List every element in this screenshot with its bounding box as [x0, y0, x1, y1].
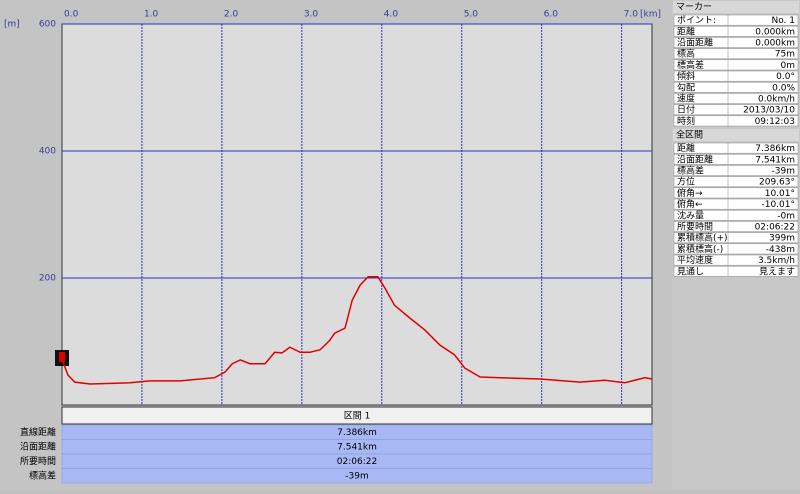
- y-tick-label: 400: [39, 147, 56, 157]
- panel-value: 0.0km/h: [758, 95, 795, 105]
- panel-value: 2013/03/10: [743, 106, 795, 116]
- panel-row: [673, 25, 799, 37]
- x-tick-label: 7.0: [624, 10, 639, 20]
- panel-label: ポイント:: [677, 15, 716, 26]
- section-label: 沿面距離: [20, 441, 56, 453]
- panel-value: -0m: [777, 211, 795, 221]
- panel-row: [673, 14, 799, 26]
- panel-label: 沿面距離: [677, 153, 713, 165]
- panel-value: 0m: [781, 61, 796, 71]
- section-label: 直線距離: [20, 426, 56, 438]
- panel-label: 所要時間: [677, 222, 713, 233]
- section-header: [61, 406, 653, 425]
- panel-label: 傾斜: [677, 70, 695, 82]
- panel-row: [673, 37, 799, 48]
- section-value: 7.541km: [337, 443, 377, 453]
- panel-label: 沈み量: [677, 209, 704, 221]
- panel-row: [673, 153, 799, 165]
- panel-label: 標高: [677, 48, 695, 60]
- panel-label: 方位: [677, 176, 695, 188]
- panel-label: 標高差: [677, 165, 704, 177]
- panel-value: 209.63°: [759, 178, 795, 188]
- panel-row: [673, 176, 799, 188]
- panel-row: [673, 254, 799, 266]
- panel-label: 標高差: [677, 59, 704, 71]
- section-label: 所要時間: [20, 456, 56, 467]
- panel-row: [673, 232, 799, 244]
- panel-value: 10.01°: [765, 189, 795, 199]
- x-tick-label: 4.0: [384, 10, 399, 20]
- x-tick-label: 1.0: [144, 10, 159, 20]
- panel-row: [673, 198, 799, 210]
- panel-value: 75m: [775, 50, 795, 60]
- panel-label: 速度: [677, 93, 695, 105]
- section-label: 標高差: [29, 470, 56, 482]
- panel-value: 0.0°: [776, 72, 795, 82]
- x-tick-label: 0.0: [64, 10, 79, 20]
- panel-value: 見えます: [759, 266, 795, 277]
- panel-value: 399m: [769, 234, 795, 244]
- panel-value: 0.0%: [772, 83, 795, 93]
- panel-label: 沿面距離: [677, 37, 713, 49]
- panel-label: 累積標高(+): [677, 232, 728, 244]
- x-tick-label: 5.0: [464, 10, 479, 20]
- panel-row: [673, 115, 799, 127]
- x-tick-label: 6.0: [544, 10, 559, 20]
- panel-row: [673, 104, 799, 116]
- y-axis-unit: [m]: [4, 20, 20, 30]
- panel-row: [673, 265, 799, 277]
- panel-label: 累積標高(-): [677, 243, 723, 255]
- section-value: 02:06:22: [337, 457, 377, 467]
- panel-label: 距離: [677, 25, 695, 37]
- panel-label: 俯角→: [677, 187, 703, 199]
- panel-value: -438m: [766, 245, 795, 255]
- panel-row: [673, 209, 799, 221]
- panel-row: [673, 142, 799, 154]
- panel-value: 7.386km: [755, 144, 795, 154]
- panel-header: [673, 129, 799, 141]
- panel-title: マーカー: [676, 2, 712, 13]
- panel-header: [673, 1, 799, 13]
- y-tick-label: 600: [39, 20, 56, 30]
- panel-label: 平均速度: [677, 254, 713, 266]
- panel-title: 全区間: [676, 129, 703, 141]
- panel-value: -39m: [772, 167, 795, 177]
- panel-value: 09:12:03: [755, 117, 795, 127]
- panel-value: No. 1: [771, 16, 795, 26]
- panel-label: 日付: [677, 105, 695, 116]
- panel-row: [673, 59, 799, 71]
- x-axis-unit: [km]: [640, 10, 661, 20]
- x-tick-label: 2.0: [224, 10, 239, 20]
- start-marker-figure: [59, 352, 65, 362]
- section-row: [61, 468, 653, 484]
- panel-row: [673, 81, 799, 93]
- panel-row: [673, 70, 799, 82]
- panel-value: 0.000km: [755, 39, 795, 49]
- panel-label: 時刻: [677, 115, 695, 127]
- panel-row: [673, 221, 799, 232]
- x-tick-label: 3.0: [304, 10, 319, 20]
- panel-value: 0.000km: [755, 27, 795, 37]
- plot-area: [61, 23, 653, 406]
- section-value: -39m: [345, 472, 368, 482]
- panel-value: 7.541km: [755, 155, 795, 165]
- panel-row: [673, 48, 799, 60]
- panel-value: 3.5km/h: [758, 256, 795, 266]
- elevation-line: [61, 275, 653, 385]
- section-title: 区間 1: [344, 411, 371, 422]
- panel-row: [673, 187, 799, 199]
- panel-label: 見通し: [677, 266, 704, 277]
- section-value: 7.386km: [337, 428, 377, 438]
- panel-value: 02:06:22: [755, 223, 795, 233]
- panel-label: 勾配: [677, 81, 695, 93]
- panel-row: [673, 165, 799, 176]
- y-tick-label: 200: [39, 274, 56, 284]
- panel-row: [673, 243, 799, 255]
- panel-row: [673, 93, 799, 104]
- panel-label: 距離: [677, 142, 695, 154]
- panel-value: -10.01°: [761, 200, 795, 210]
- panel-label: 俯角←: [677, 198, 703, 210]
